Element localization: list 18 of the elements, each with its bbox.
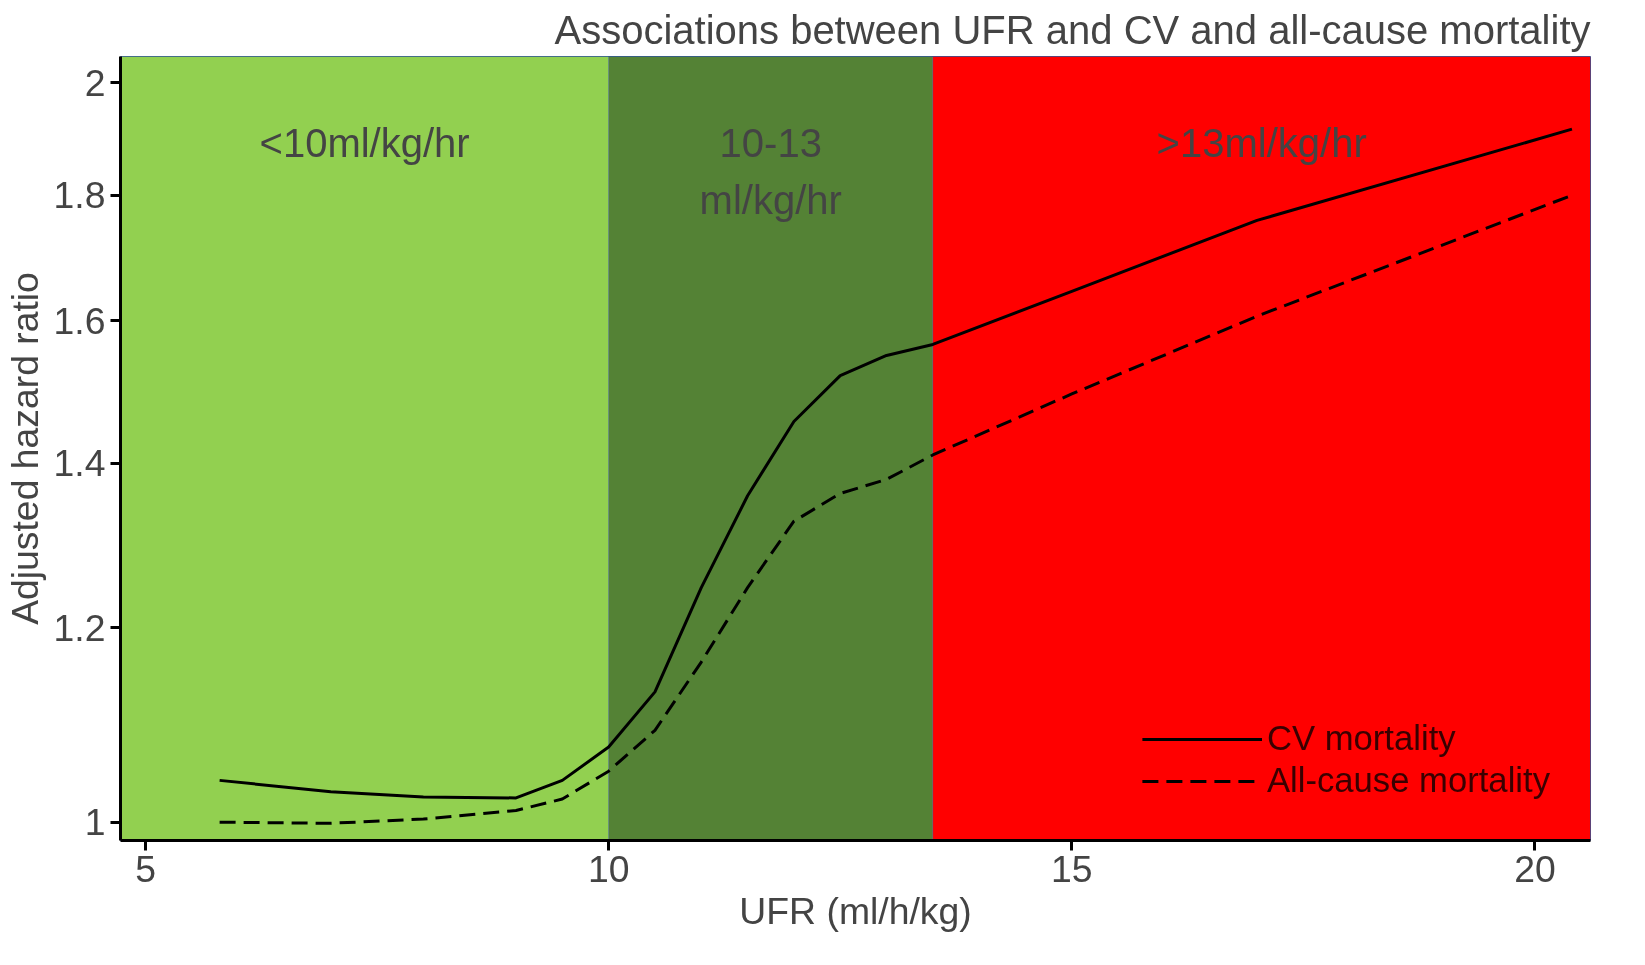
y-tick-label: 2 xyxy=(84,61,106,104)
chart-title: Associations between UFR and CV and all-cause mortality xyxy=(554,7,1591,52)
legend-label: CV mortality xyxy=(1266,719,1456,758)
band-label: 10-13 ml/kg/hr xyxy=(699,120,842,222)
y-tick-label: 1.6 xyxy=(53,299,106,342)
y-tick-label: 1.8 xyxy=(53,174,106,217)
y-tick-label: 1.4 xyxy=(53,442,106,485)
band-label: >13ml/kg/hr xyxy=(1156,120,1367,165)
y-tick-label: 1.2 xyxy=(53,606,106,649)
x-axis-title: UFR (ml/h/kg) xyxy=(739,889,972,932)
x-tick-label: 15 xyxy=(1051,847,1093,890)
x-tick-label: 5 xyxy=(135,847,156,890)
x-tick-label: 10 xyxy=(587,847,630,890)
y-tick-label: 1 xyxy=(84,801,106,844)
legend-label: All-cause mortality xyxy=(1266,761,1550,800)
band-label: <10ml/kg/hr xyxy=(259,120,470,165)
y-axis-title: Adjusted hazard ratio xyxy=(3,272,46,625)
x-tick-label: 20 xyxy=(1514,847,1556,890)
